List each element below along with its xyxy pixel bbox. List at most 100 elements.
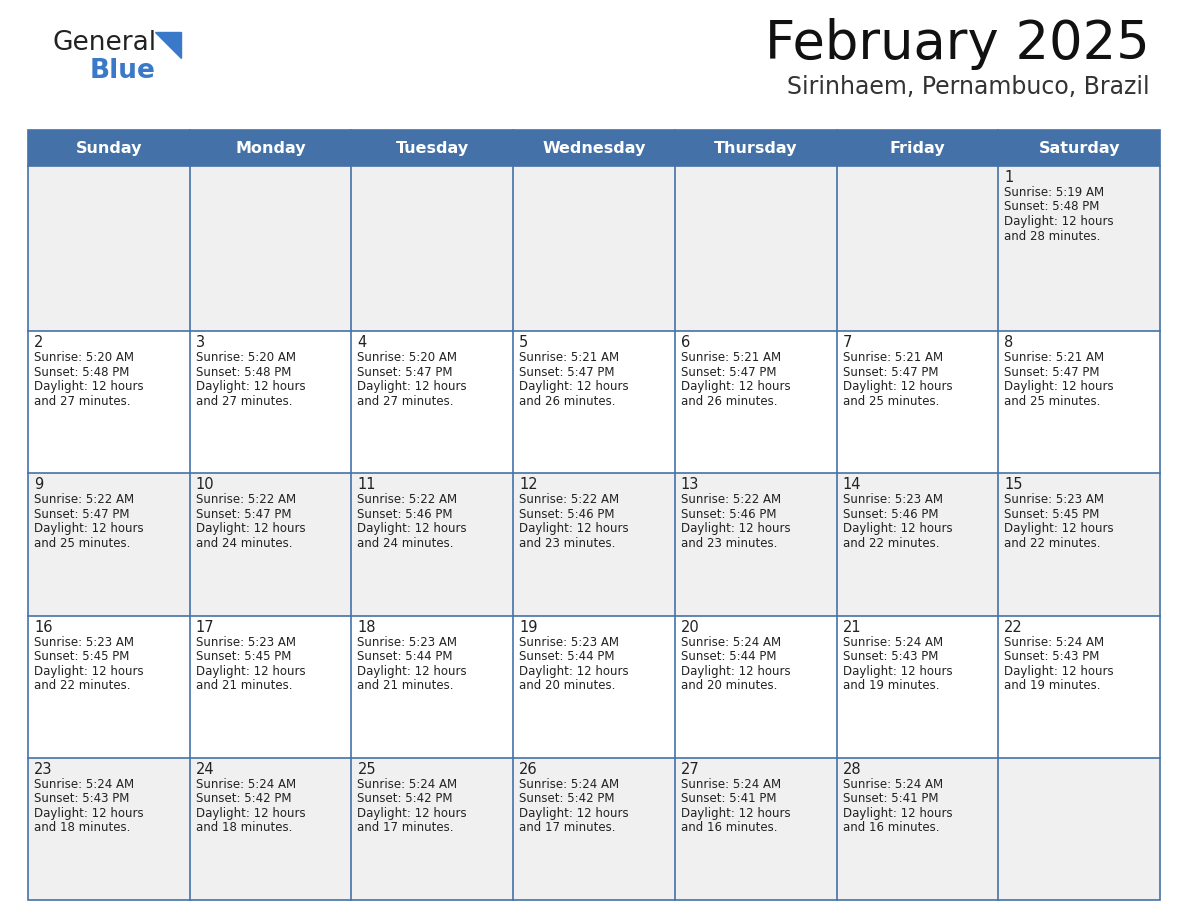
- Text: Daylight: 12 hours: Daylight: 12 hours: [1004, 522, 1114, 535]
- Bar: [836, 757, 998, 900]
- Bar: [998, 166, 1159, 331]
- Text: Sunset: 5:42 PM: Sunset: 5:42 PM: [196, 792, 291, 805]
- Bar: [836, 166, 998, 331]
- Bar: [190, 757, 352, 900]
- Bar: [190, 331, 352, 474]
- Text: 24: 24: [196, 762, 214, 777]
- Bar: [29, 757, 190, 900]
- Text: and 19 minutes.: and 19 minutes.: [1004, 679, 1101, 692]
- Bar: [836, 331, 998, 474]
- Text: Sunrise: 5:24 AM: Sunrise: 5:24 AM: [842, 635, 943, 649]
- Text: Sunrise: 5:24 AM: Sunrise: 5:24 AM: [358, 778, 457, 790]
- Text: 22: 22: [1004, 620, 1023, 634]
- Text: Sunrise: 5:24 AM: Sunrise: 5:24 AM: [519, 778, 619, 790]
- Text: and 17 minutes.: and 17 minutes.: [358, 822, 454, 834]
- Text: and 24 minutes.: and 24 minutes.: [196, 537, 292, 550]
- Text: Sunset: 5:42 PM: Sunset: 5:42 PM: [519, 792, 614, 805]
- Text: 17: 17: [196, 620, 214, 634]
- Text: and 20 minutes.: and 20 minutes.: [681, 679, 777, 692]
- Text: Sunset: 5:44 PM: Sunset: 5:44 PM: [681, 650, 776, 663]
- Text: Sunset: 5:43 PM: Sunset: 5:43 PM: [1004, 650, 1100, 663]
- Text: Daylight: 12 hours: Daylight: 12 hours: [519, 380, 628, 393]
- Text: Daylight: 12 hours: Daylight: 12 hours: [519, 522, 628, 535]
- Text: Daylight: 12 hours: Daylight: 12 hours: [196, 807, 305, 820]
- Text: Sunrise: 5:22 AM: Sunrise: 5:22 AM: [34, 493, 134, 507]
- Bar: [29, 130, 1159, 900]
- Bar: [190, 166, 352, 331]
- Text: 9: 9: [34, 477, 43, 492]
- Text: Sunrise: 5:24 AM: Sunrise: 5:24 AM: [34, 778, 134, 790]
- Text: Sunset: 5:48 PM: Sunset: 5:48 PM: [34, 365, 129, 378]
- Text: and 18 minutes.: and 18 minutes.: [196, 822, 292, 834]
- Bar: [675, 474, 836, 616]
- Bar: [836, 616, 998, 757]
- Bar: [513, 757, 675, 900]
- Text: Sunrise: 5:24 AM: Sunrise: 5:24 AM: [196, 778, 296, 790]
- Text: and 17 minutes.: and 17 minutes.: [519, 822, 615, 834]
- Text: 12: 12: [519, 477, 538, 492]
- Text: Sunrise: 5:23 AM: Sunrise: 5:23 AM: [196, 635, 296, 649]
- Bar: [513, 166, 675, 331]
- Bar: [29, 130, 190, 166]
- Text: Sunset: 5:43 PM: Sunset: 5:43 PM: [34, 792, 129, 805]
- Text: and 28 minutes.: and 28 minutes.: [1004, 230, 1100, 242]
- Text: Sunrise: 5:23 AM: Sunrise: 5:23 AM: [358, 635, 457, 649]
- Text: Sunrise: 5:24 AM: Sunrise: 5:24 AM: [681, 778, 781, 790]
- Text: Sunday: Sunday: [76, 140, 143, 155]
- Text: Sunset: 5:44 PM: Sunset: 5:44 PM: [358, 650, 453, 663]
- Text: Daylight: 12 hours: Daylight: 12 hours: [1004, 380, 1114, 393]
- Bar: [29, 331, 190, 474]
- Text: Sunrise: 5:24 AM: Sunrise: 5:24 AM: [1004, 635, 1105, 649]
- Text: Daylight: 12 hours: Daylight: 12 hours: [681, 522, 790, 535]
- Text: Sunset: 5:47 PM: Sunset: 5:47 PM: [1004, 365, 1100, 378]
- Text: 15: 15: [1004, 477, 1023, 492]
- Text: Daylight: 12 hours: Daylight: 12 hours: [358, 522, 467, 535]
- Text: 27: 27: [681, 762, 700, 777]
- Text: Daylight: 12 hours: Daylight: 12 hours: [842, 522, 953, 535]
- Text: Daylight: 12 hours: Daylight: 12 hours: [681, 380, 790, 393]
- Bar: [998, 616, 1159, 757]
- Text: Daylight: 12 hours: Daylight: 12 hours: [196, 665, 305, 677]
- Text: Daylight: 12 hours: Daylight: 12 hours: [34, 522, 144, 535]
- Text: Sunset: 5:44 PM: Sunset: 5:44 PM: [519, 650, 614, 663]
- Text: Saturday: Saturday: [1038, 140, 1120, 155]
- Text: Tuesday: Tuesday: [396, 140, 469, 155]
- Text: 26: 26: [519, 762, 538, 777]
- Text: Sunrise: 5:23 AM: Sunrise: 5:23 AM: [1004, 493, 1105, 507]
- Text: and 22 minutes.: and 22 minutes.: [34, 679, 131, 692]
- Text: Blue: Blue: [90, 58, 156, 84]
- Text: and 19 minutes.: and 19 minutes.: [842, 679, 939, 692]
- Bar: [352, 166, 513, 331]
- Bar: [998, 474, 1159, 616]
- Text: Sunset: 5:45 PM: Sunset: 5:45 PM: [34, 650, 129, 663]
- Text: Sunset: 5:43 PM: Sunset: 5:43 PM: [842, 650, 939, 663]
- Text: 10: 10: [196, 477, 214, 492]
- Text: General: General: [52, 30, 156, 56]
- Text: Sunset: 5:41 PM: Sunset: 5:41 PM: [842, 792, 939, 805]
- Text: 20: 20: [681, 620, 700, 634]
- Text: Sunset: 5:42 PM: Sunset: 5:42 PM: [358, 792, 453, 805]
- Text: Sunrise: 5:21 AM: Sunrise: 5:21 AM: [681, 352, 781, 364]
- Bar: [513, 616, 675, 757]
- Text: Daylight: 12 hours: Daylight: 12 hours: [196, 522, 305, 535]
- Bar: [675, 331, 836, 474]
- Text: 23: 23: [34, 762, 52, 777]
- Text: Sunset: 5:47 PM: Sunset: 5:47 PM: [842, 365, 939, 378]
- Bar: [513, 331, 675, 474]
- Text: Sunrise: 5:21 AM: Sunrise: 5:21 AM: [842, 352, 943, 364]
- Text: Sunrise: 5:22 AM: Sunrise: 5:22 AM: [519, 493, 619, 507]
- Text: and 21 minutes.: and 21 minutes.: [196, 679, 292, 692]
- Bar: [998, 757, 1159, 900]
- Bar: [836, 474, 998, 616]
- Text: Wednesday: Wednesday: [542, 140, 646, 155]
- Text: 1: 1: [1004, 170, 1013, 185]
- Text: 18: 18: [358, 620, 375, 634]
- Text: Sunset: 5:48 PM: Sunset: 5:48 PM: [196, 365, 291, 378]
- Text: Daylight: 12 hours: Daylight: 12 hours: [842, 665, 953, 677]
- Text: Daylight: 12 hours: Daylight: 12 hours: [842, 807, 953, 820]
- Text: and 20 minutes.: and 20 minutes.: [519, 679, 615, 692]
- Text: 2: 2: [34, 335, 44, 350]
- Bar: [190, 616, 352, 757]
- Text: Sunset: 5:46 PM: Sunset: 5:46 PM: [519, 508, 614, 521]
- Text: 6: 6: [681, 335, 690, 350]
